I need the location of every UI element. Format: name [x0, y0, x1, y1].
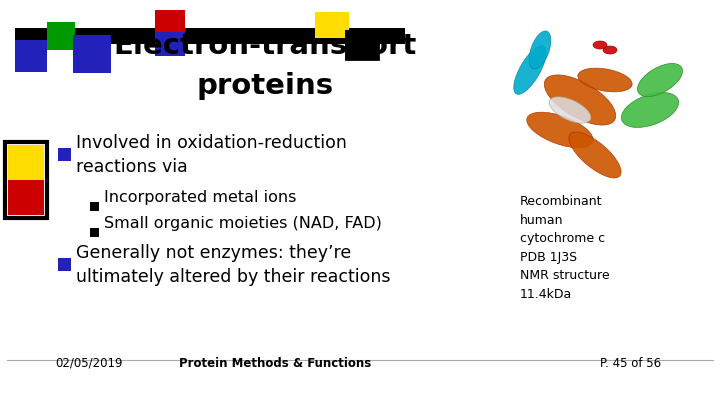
Bar	[8, 180, 44, 215]
Bar	[58, 148, 71, 161]
Bar	[47, 22, 75, 50]
Bar	[90, 202, 99, 211]
Bar	[73, 35, 111, 73]
Text: proteins: proteins	[197, 72, 333, 100]
Text: Involved in oxidation-reduction: Involved in oxidation-reduction	[76, 134, 347, 152]
Text: reactions via: reactions via	[76, 158, 188, 176]
Ellipse shape	[549, 97, 591, 123]
Text: Electron-transport: Electron-transport	[113, 32, 417, 60]
Text: ultimately altered by their reactions: ultimately altered by their reactions	[76, 268, 390, 286]
Ellipse shape	[578, 68, 632, 92]
Bar	[315, 12, 349, 38]
Ellipse shape	[544, 75, 616, 125]
Ellipse shape	[514, 46, 546, 94]
Ellipse shape	[593, 41, 607, 49]
Ellipse shape	[569, 132, 621, 178]
Text: Small organic moieties (NAD, FAD): Small organic moieties (NAD, FAD)	[104, 216, 382, 231]
Text: Incorporated metal ions: Incorporated metal ions	[104, 190, 297, 205]
Bar	[8, 145, 44, 181]
Ellipse shape	[621, 93, 679, 128]
Text: 02/05/2019: 02/05/2019	[55, 357, 122, 370]
Text: P. 45 of 56: P. 45 of 56	[600, 357, 661, 370]
Ellipse shape	[603, 46, 617, 54]
Bar	[58, 258, 71, 271]
Bar	[15, 28, 405, 44]
Bar	[155, 32, 185, 56]
Bar	[345, 30, 379, 60]
Bar	[5, 142, 47, 218]
Ellipse shape	[637, 64, 683, 96]
Bar	[155, 10, 185, 38]
Bar	[15, 40, 47, 72]
Text: Protein Methods & Functions: Protein Methods & Functions	[179, 357, 371, 370]
Bar	[90, 228, 99, 237]
Text: Recombinant
human
cytochrome c
PDB 1J3S
NMR structure
11.4kDa: Recombinant human cytochrome c PDB 1J3S …	[520, 195, 610, 301]
Ellipse shape	[529, 31, 551, 69]
Ellipse shape	[527, 112, 593, 148]
Text: Generally not enzymes: they’re: Generally not enzymes: they’re	[76, 244, 351, 262]
Bar	[346, 31, 378, 59]
